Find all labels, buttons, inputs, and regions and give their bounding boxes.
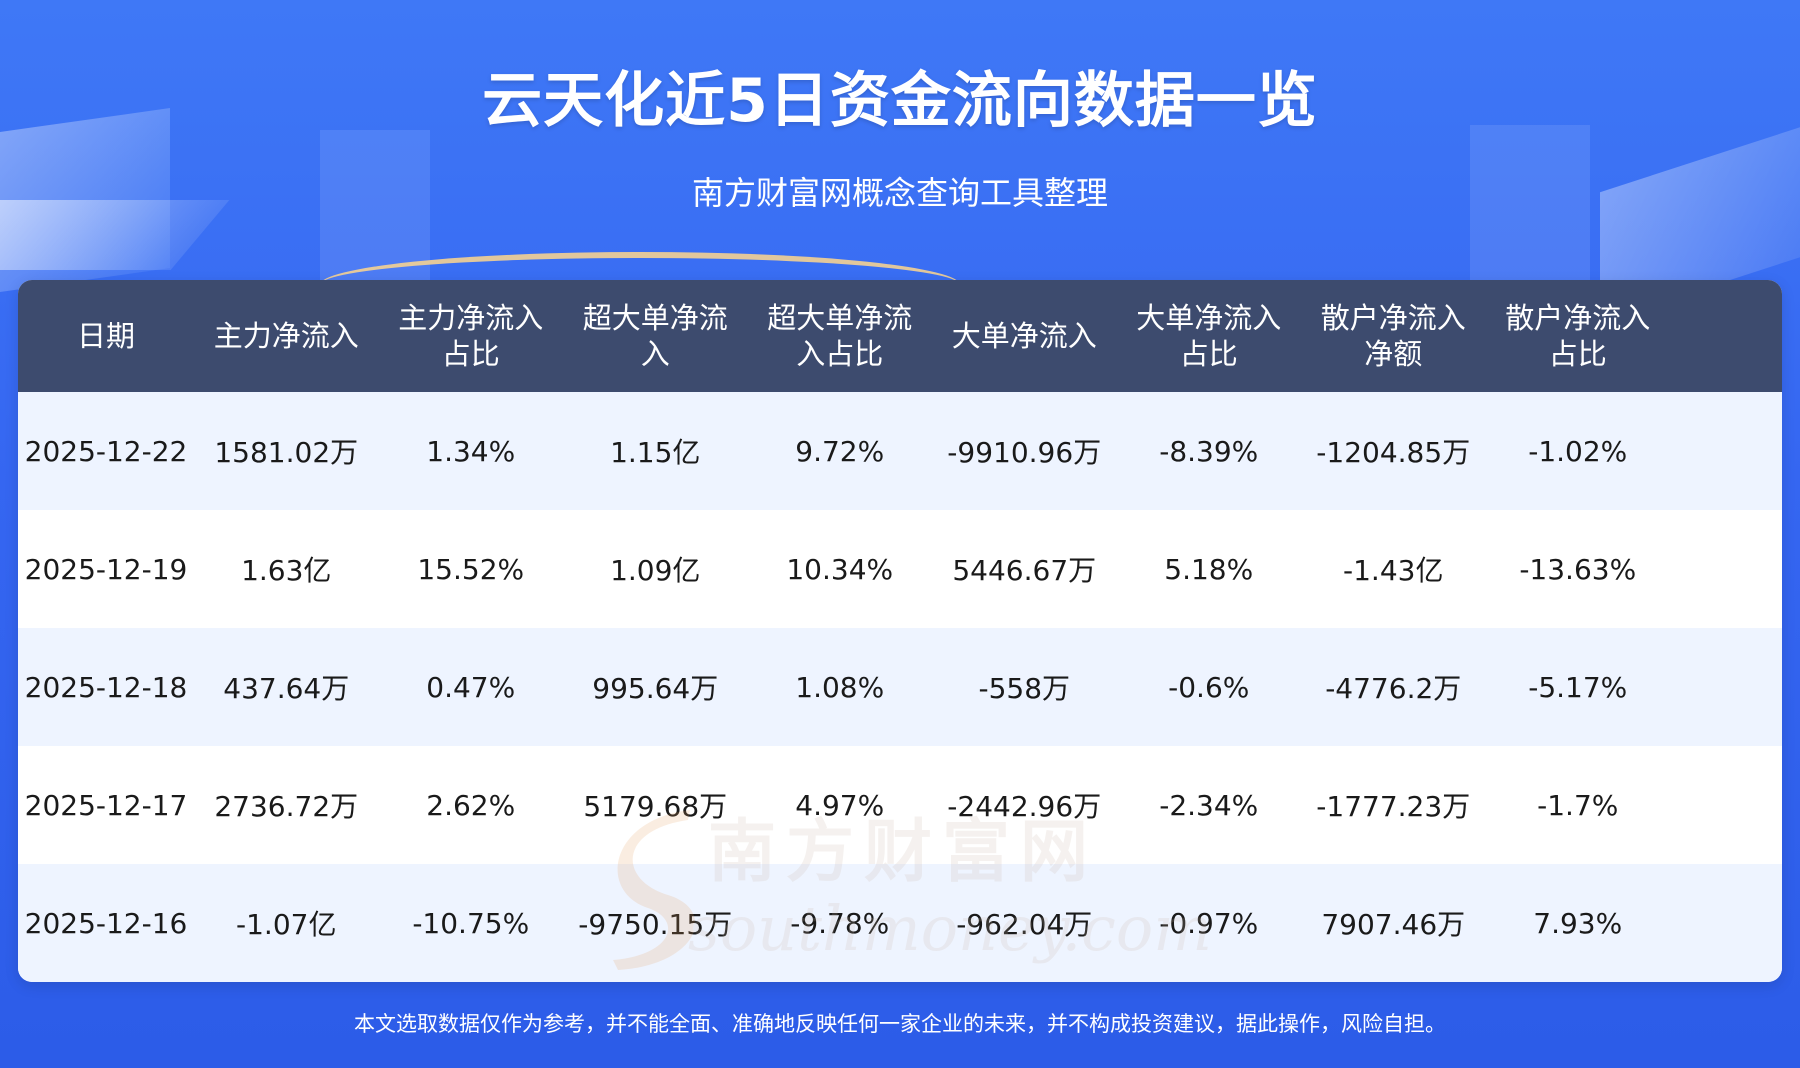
column-header-line: 主力净流入 <box>213 319 359 353</box>
date-cell: 2025-12-22 <box>24 434 188 468</box>
column-header-line: 占比 <box>441 337 500 371</box>
column-header-line: 日期 <box>76 319 135 353</box>
column-header: 主力净流入 占比 <box>379 280 564 392</box>
value-cell: -9.78% <box>790 906 890 940</box>
page-subtitle: 南方财富网概念查询工具整理 <box>691 174 1108 212</box>
header-spacer <box>1670 280 1782 392</box>
table-header-row: 日期 主力净流入 主力净流入 占比 超大单净流入超大单净流 入占比 大单净流入 大单净流入 占比… <box>18 280 1782 392</box>
value-cell: -962.04万 <box>956 908 1093 941</box>
column-header: 大单净流入 <box>932 280 1117 392</box>
date-cell: 2025-12-19 <box>24 552 188 586</box>
table-body: 2025-12-22 1581.02万 1.34% 1.15亿 9.72% -9910.9… <box>18 392 1782 982</box>
value-cell: -9750.15万 <box>578 908 733 941</box>
column-header-line: 超大单净流 <box>582 301 728 335</box>
value-cell: -5.17% <box>1528 670 1628 704</box>
value-cell: 1.34% <box>426 434 516 468</box>
value-cell: 437.64万 <box>223 672 350 705</box>
column-header-line: 占比 <box>1179 337 1238 371</box>
data-table-card: 日期 主力净流入 主力净流入 占比 超大单净流入超大单净流 入占比 大单净流入 大单净流入 占比… <box>18 280 1782 982</box>
value-cell: -10.75% <box>412 906 530 940</box>
column-header-line: 散户净流入 <box>1505 301 1651 335</box>
date-cell: 2025-12-17 <box>24 788 188 822</box>
value-cell: -2.34% <box>1159 788 1259 822</box>
value-cell: 2736.72万 <box>214 790 359 823</box>
value-cell: 4.97% <box>795 788 885 822</box>
row-spacer <box>1670 510 1782 628</box>
value-cell: -2442.96万 <box>947 790 1102 823</box>
column-header-line: 入占比 <box>796 337 884 371</box>
row-spacer <box>1670 746 1782 864</box>
table-row: 2025-12-18 437.64万 0.47% 995.64万 1.08% -558万 -… <box>18 628 1782 746</box>
value-cell: -0.97% <box>1159 906 1259 940</box>
table-row: 2025-12-16 -1.07亿 -10.75% -9750.15万 -9.78% -9… <box>18 864 1782 982</box>
value-cell: -1.7% <box>1537 788 1619 822</box>
column-header: 日期 <box>18 280 194 392</box>
column-header-line: 大单净流入 <box>951 319 1097 353</box>
row-spacer <box>1670 864 1782 982</box>
column-header-line: 大单净流入 <box>1136 301 1282 335</box>
value-cell: -1.02% <box>1528 434 1628 468</box>
fund-flow-table: 日期 主力净流入 主力净流入 占比 超大单净流入超大单净流 入占比 大单净流入 大单净流入 占比… <box>18 280 1782 982</box>
date-cell: 2025-12-16 <box>24 906 188 940</box>
value-cell: 7907.46万 <box>1321 908 1466 941</box>
value-cell: -4776.2万 <box>1325 672 1462 705</box>
column-header-line: 主力净流入 <box>398 301 544 335</box>
column-header-line: 占比 <box>1548 337 1607 371</box>
value-cell: 0.47% <box>426 670 516 704</box>
value-cell: -9910.96万 <box>947 436 1102 469</box>
value-cell: -1.07亿 <box>236 908 337 941</box>
value-cell: 1.15亿 <box>610 436 701 469</box>
column-header: 主力净流入 <box>194 280 379 392</box>
value-cell: 1581.02万 <box>214 436 359 469</box>
value-cell: 1.08% <box>795 670 885 704</box>
column-header: 大单净流入 占比 <box>1117 280 1302 392</box>
column-header-line: 净额 <box>1364 337 1423 371</box>
date-cell: 2025-12-18 <box>24 670 188 704</box>
value-cell: -558万 <box>978 672 1071 705</box>
disclaimer-footer: 本文选取数据仅作为参考，并不能全面、准确地反映任何一家企业的未来，并不构成投资建… <box>354 1012 1446 1036</box>
table-row: 2025-12-17 2736.72万 2.62% 5179.68万 4.97% -244… <box>18 746 1782 864</box>
value-cell: -1777.23万 <box>1316 790 1471 823</box>
column-header-line: 散户净流入 <box>1320 301 1466 335</box>
value-cell: -13.63% <box>1519 552 1637 586</box>
table-row: 2025-12-22 1581.02万 1.34% 1.15亿 9.72% -9910.9… <box>18 392 1782 510</box>
value-cell: 5.18% <box>1164 552 1254 586</box>
column-header: 超大单净流 入占比 <box>748 280 933 392</box>
column-header: 散户净流入 占比 <box>1486 280 1671 392</box>
value-cell: 9.72% <box>795 434 885 468</box>
value-cell: 2.62% <box>426 788 516 822</box>
value-cell: -1.43亿 <box>1343 554 1444 587</box>
column-header: 散户净流入 净额 <box>1301 280 1486 392</box>
page-title: 云天化近5日资金流向数据一览 <box>482 66 1318 136</box>
value-cell: 5446.67万 <box>952 554 1097 587</box>
value-cell: 10.34% <box>786 552 894 586</box>
value-cell: -8.39% <box>1159 434 1259 468</box>
value-cell: 5179.68万 <box>583 790 728 823</box>
column-header-line: 入 <box>640 337 670 371</box>
value-cell: 15.52% <box>417 552 525 586</box>
column-header-line: 超大单净流 <box>767 301 913 335</box>
value-cell: 1.09亿 <box>610 554 701 587</box>
table-row: 2025-12-19 1.63亿 15.52% 1.09亿 10.34% 5446.67万… <box>18 510 1782 628</box>
row-spacer <box>1670 392 1782 510</box>
value-cell: -0.6% <box>1168 670 1250 704</box>
row-spacer <box>1670 628 1782 746</box>
column-header: 超大单净流入 <box>563 280 748 392</box>
value-cell: 995.64万 <box>592 672 719 705</box>
value-cell: 1.63亿 <box>241 554 332 587</box>
value-cell: 7.93% <box>1533 906 1623 940</box>
value-cell: -1204.85万 <box>1316 436 1471 469</box>
